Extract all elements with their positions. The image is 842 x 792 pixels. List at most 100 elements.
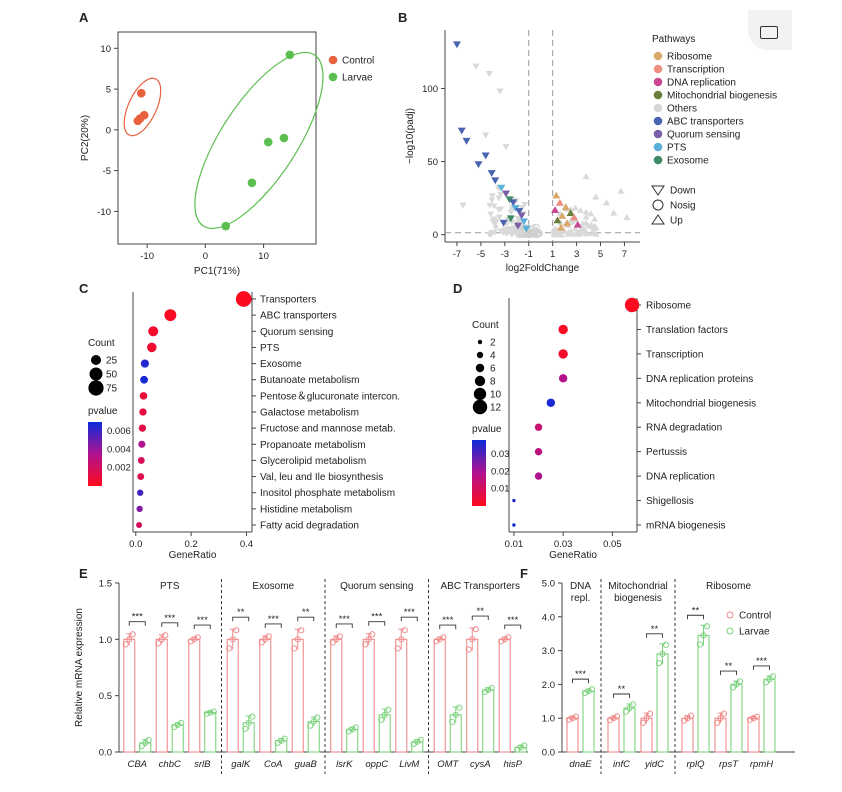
legend-marker-larvae xyxy=(328,72,338,82)
y-tick-label: 4.0 xyxy=(542,612,555,623)
term-dot xyxy=(534,447,543,456)
control-replicate xyxy=(753,713,761,720)
control-bar xyxy=(330,638,343,753)
expand-view-button[interactable] xyxy=(748,10,792,50)
panel-label-b: B xyxy=(398,10,407,25)
control-replicate xyxy=(746,716,754,723)
control-replicate xyxy=(194,634,201,641)
size-legend-dot xyxy=(91,355,101,365)
larvae-point xyxy=(263,137,273,147)
term-dot xyxy=(558,349,568,359)
pvalue-colorbar xyxy=(472,440,486,506)
others-point xyxy=(571,204,579,211)
significance-bracket xyxy=(753,665,770,670)
significance-stars: *** xyxy=(268,614,279,625)
y-tick-label: 3.0 xyxy=(542,646,555,657)
control-replicate xyxy=(162,632,169,639)
pathway-point xyxy=(558,212,567,219)
control-replicate xyxy=(720,710,728,717)
panel-e-qpcr: 0.0 0.5 1.0 1.5 Relative mRNA expression *** C… xyxy=(74,579,528,774)
gene-label: srlB xyxy=(194,759,211,770)
others-point xyxy=(577,207,584,213)
larvae-replicate xyxy=(626,704,633,712)
group-title: Mitochondrial xyxy=(608,581,667,592)
pathway-point xyxy=(566,209,575,216)
x-axis-label: log2FoldChange xyxy=(506,263,580,274)
pathway-point xyxy=(561,203,570,211)
others-point xyxy=(534,229,542,237)
panel-label-d: D xyxy=(453,281,462,296)
larvae-bar xyxy=(656,653,669,753)
larvae-replicate xyxy=(307,722,314,729)
others-point xyxy=(482,132,490,139)
term-label: DNA replication proteins xyxy=(646,374,753,385)
size-legend-dot xyxy=(473,387,487,401)
control-replicate xyxy=(233,627,240,634)
significance-bracket xyxy=(439,624,457,630)
larvae-replicate xyxy=(452,711,459,718)
larvae-replicate xyxy=(207,709,214,716)
others-point xyxy=(488,197,496,204)
x-tick-label: 1 xyxy=(550,249,555,260)
x-tick-label: -10 xyxy=(140,251,154,262)
term-label: Propanoate metabolism xyxy=(260,440,366,451)
legend-title: Pathways xyxy=(652,34,695,45)
others-point xyxy=(492,225,500,231)
term-dot xyxy=(139,392,148,400)
term-label: Butanoate metabolism xyxy=(260,375,360,386)
significance-bracket xyxy=(193,624,211,630)
control-replicate xyxy=(750,715,757,722)
significance-bracket xyxy=(572,678,589,684)
panel-label-e: E xyxy=(79,566,88,581)
control-bar xyxy=(155,638,168,753)
group-title: biogenesis xyxy=(614,593,662,604)
control-replicate xyxy=(569,715,576,722)
control-replicate xyxy=(265,633,272,640)
up-shape-icon xyxy=(651,214,665,225)
legend-label-pathway: PTS xyxy=(667,143,687,154)
colorbar-tick-label: 0.002 xyxy=(107,463,131,474)
control-replicate xyxy=(336,633,343,640)
pathway-point xyxy=(502,190,511,198)
term-dot xyxy=(136,505,143,513)
term-dot xyxy=(546,398,556,407)
control-point xyxy=(136,88,146,98)
gene-label: infC xyxy=(613,759,630,770)
significance-bracket xyxy=(720,670,737,676)
term-dot xyxy=(512,523,516,527)
term-label: Translation factors xyxy=(646,325,728,336)
y-axis-label: −log10(padj) xyxy=(405,108,416,164)
pvalue-colorbar xyxy=(88,422,102,486)
larvae-point xyxy=(221,221,231,231)
larvae-replicate xyxy=(314,714,321,721)
significance-stars: *** xyxy=(404,607,415,618)
down-shape-icon xyxy=(651,185,665,196)
term-dot xyxy=(137,489,144,496)
significance-stars: *** xyxy=(339,614,350,625)
others-point xyxy=(561,228,569,235)
significance-stars: ** xyxy=(302,607,310,618)
size-legend-label: 8 xyxy=(490,377,496,388)
legend-label-larvae: Larvae xyxy=(342,73,373,84)
x-tick-label: 7 xyxy=(622,249,627,260)
x-tick-label: 0.4 xyxy=(240,539,253,550)
y-tick-label: 1.5 xyxy=(99,579,112,590)
term-label: Fatty acid degradation xyxy=(260,521,359,532)
term-dot xyxy=(140,375,148,384)
significance-bracket xyxy=(368,621,386,626)
larvae-point xyxy=(285,50,295,60)
larvae-bar xyxy=(730,683,743,753)
larvae-replicate xyxy=(488,684,495,692)
pathway-point xyxy=(553,216,562,224)
larvae-bar xyxy=(171,724,184,753)
term-label: Inositol phosphate metabolism xyxy=(260,488,395,499)
larvae-replicate xyxy=(629,701,637,708)
pathway-point xyxy=(563,219,572,227)
pathway-point xyxy=(522,225,531,233)
legend-label-pathway: ABC transporters xyxy=(667,117,744,128)
group-title: Quorum sensing xyxy=(340,581,413,592)
others-point xyxy=(472,63,480,70)
size-legend-label: 6 xyxy=(490,364,496,375)
x-tick-label: 0.03 xyxy=(554,539,573,550)
y-tick-label: 1.0 xyxy=(542,714,555,725)
